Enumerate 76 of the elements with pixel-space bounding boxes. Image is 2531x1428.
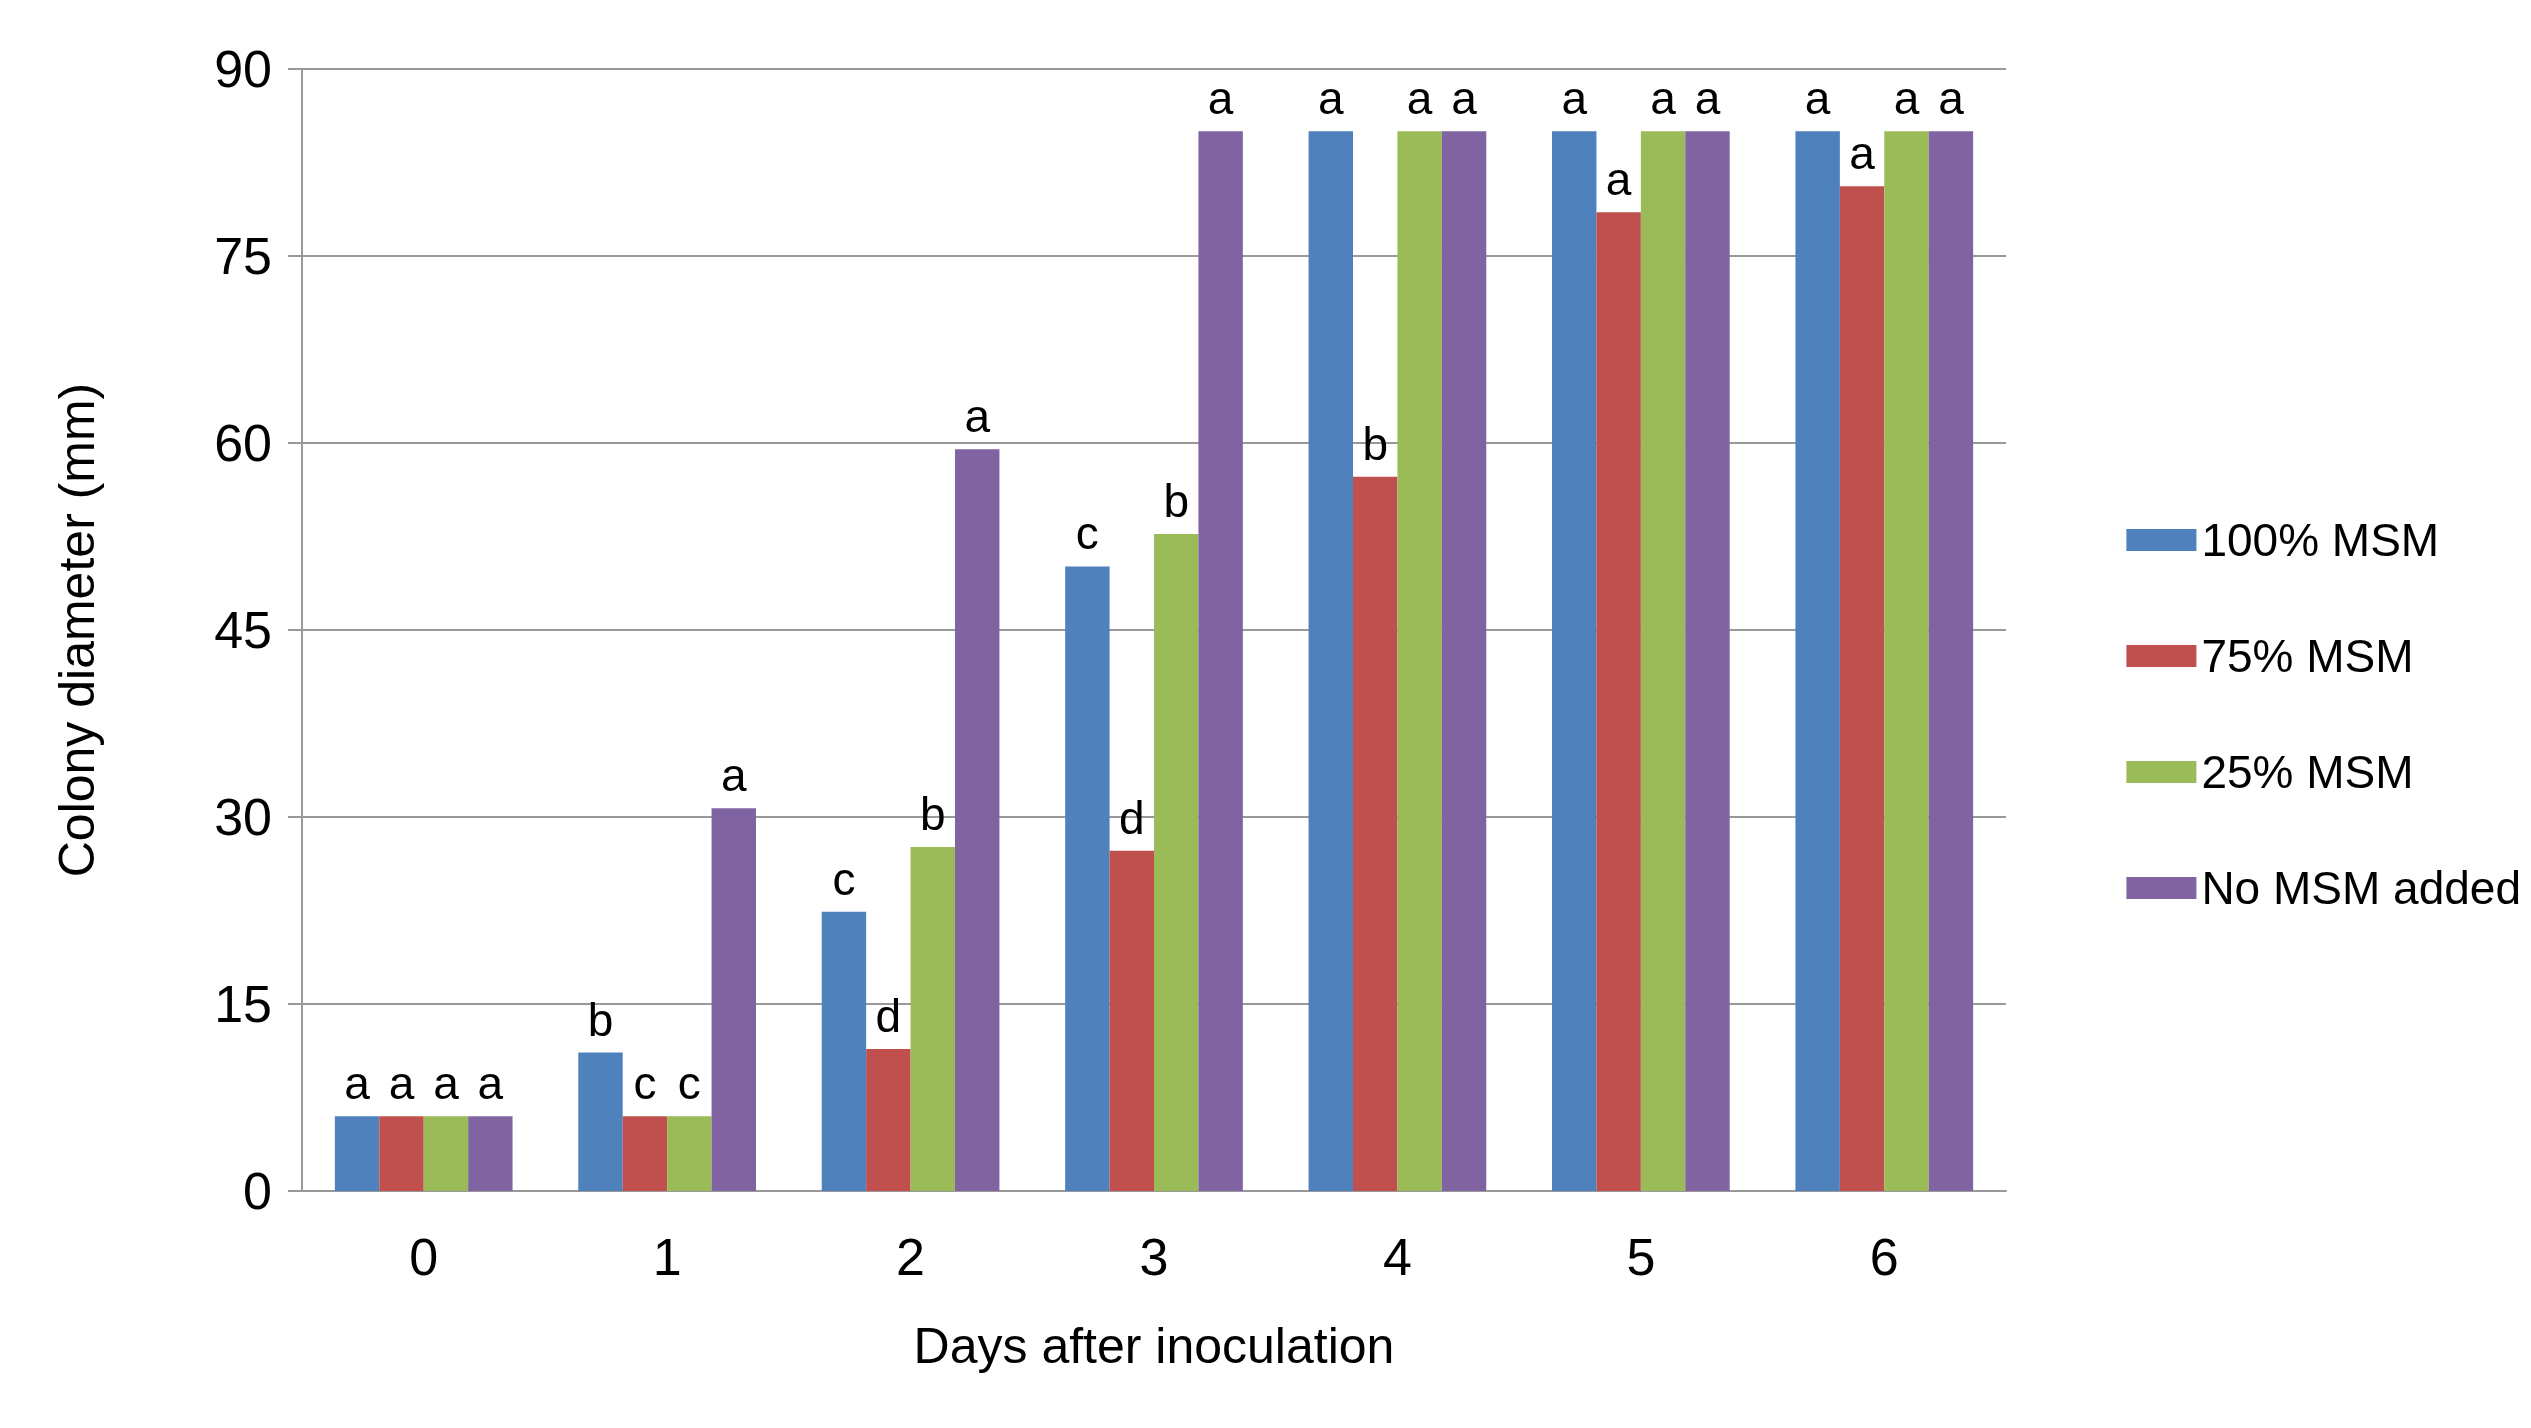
bar: [1308, 131, 1353, 1191]
bar: [821, 911, 867, 1191]
legend-label: No MSM added: [2201, 862, 2522, 914]
data-label: a: [1650, 72, 1677, 125]
bar: [423, 1116, 469, 1191]
data-label: c: [677, 1057, 701, 1110]
bar: [1928, 131, 1974, 1191]
y-tick-label: 30: [214, 788, 272, 846]
data-label: c: [832, 852, 856, 905]
x-axis-title: Days after inoculation: [913, 1318, 1395, 1374]
x-tick-label: 5: [1626, 1228, 1656, 1286]
bar: [1154, 534, 1199, 1191]
data-label: a: [720, 749, 747, 802]
data-label: a: [1561, 72, 1588, 125]
data-label: a: [388, 1057, 415, 1110]
bar: [1640, 131, 1686, 1191]
bar: [1685, 131, 1730, 1191]
x-tick-label: 3: [1139, 1228, 1169, 1286]
bar: [1795, 131, 1840, 1191]
data-label: b: [919, 787, 946, 840]
data-label: a: [433, 1057, 460, 1110]
data-label: d: [1118, 791, 1145, 844]
legend-label: 75% MSM: [2201, 630, 2414, 682]
data-label: c: [1075, 507, 1099, 560]
y-axis-title: Colony diameter (mm): [49, 382, 105, 878]
bar: [622, 1116, 668, 1191]
x-tick-label: 1: [652, 1228, 682, 1286]
bar: [866, 1048, 911, 1191]
y-tick-label: 15: [214, 975, 272, 1033]
x-tick-label: 2: [896, 1228, 926, 1286]
data-label: a: [1451, 72, 1478, 125]
bar: [1397, 131, 1442, 1191]
bar: [1198, 131, 1243, 1191]
data-label: d: [875, 989, 902, 1042]
data-label: b: [1163, 475, 1190, 528]
data-label: b: [1362, 417, 1389, 470]
data-label: a: [1605, 153, 1632, 206]
data-label: a: [1849, 127, 1876, 180]
bar: [1109, 850, 1154, 1191]
y-tick-label: 60: [214, 414, 272, 472]
bar: [578, 1052, 623, 1191]
bar: [667, 1116, 712, 1191]
legend-label: 25% MSM: [2201, 746, 2414, 798]
y-tick-label: 45: [214, 601, 272, 659]
bar: [379, 1116, 424, 1191]
bar: [334, 1116, 380, 1191]
data-label: a: [1317, 72, 1344, 125]
data-label: a: [1207, 72, 1234, 125]
bar: [955, 449, 1000, 1191]
bar: [1596, 212, 1641, 1191]
bar: [910, 846, 955, 1191]
bar: [1839, 186, 1885, 1191]
bar: [1552, 131, 1597, 1191]
bar: [468, 1116, 513, 1191]
x-tick-label: 0: [409, 1228, 439, 1286]
bar: [1441, 131, 1487, 1191]
data-label: a: [1938, 72, 1965, 125]
y-tick-label: 90: [214, 40, 272, 98]
bar: [1065, 566, 1110, 1191]
data-label: a: [1406, 72, 1433, 125]
x-tick-label: 4: [1382, 1228, 1412, 1286]
data-label: a: [964, 390, 991, 443]
data-label: b: [587, 993, 614, 1046]
bar: [1884, 131, 1929, 1191]
data-label: a: [344, 1057, 371, 1110]
x-tick-label: 6: [1869, 1228, 1899, 1286]
bar: [711, 808, 756, 1191]
data-label: a: [477, 1057, 504, 1110]
data-label: a: [1804, 72, 1831, 125]
y-tick-label: 0: [243, 1162, 272, 1220]
y-tick-label: 75: [214, 227, 272, 285]
data-label: c: [633, 1057, 657, 1110]
data-label: a: [1694, 72, 1721, 125]
data-label: a: [1893, 72, 1920, 125]
legend-label: 100% MSM: [2201, 514, 2440, 566]
bar: [1353, 476, 1398, 1191]
